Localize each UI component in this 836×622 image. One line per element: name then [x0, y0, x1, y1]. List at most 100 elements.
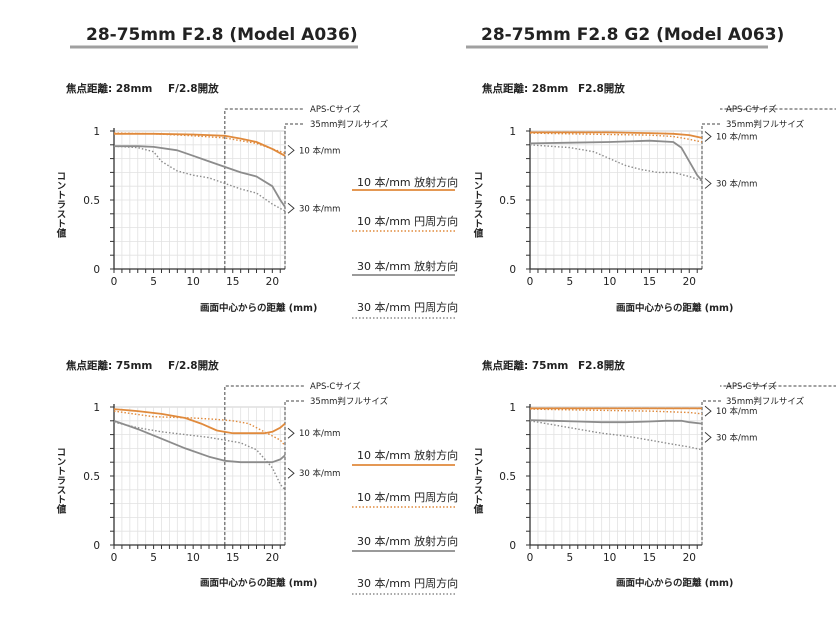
full-frame-label: 35mm判フルサイズ: [726, 396, 805, 407]
aps-c-label: APS-Cサイズ: [310, 381, 361, 392]
legend-item-label: 30 本/mm 円周方向: [357, 576, 458, 590]
x-tick-label: 15: [226, 276, 239, 288]
y-axis-label: コントラスト値: [472, 171, 485, 238]
legend-item-label: 10 本/mm 放射方向: [357, 448, 458, 462]
y-tick-label: 0.5: [499, 195, 516, 207]
series-line: [113, 410, 286, 447]
annotation-bracket: [287, 467, 295, 479]
x-tick-label: 5: [150, 276, 157, 288]
chart-subtitle: F/2.8開放: [168, 359, 219, 372]
annotation-label: 10 本/mm: [716, 406, 757, 417]
annotation-label: 30 本/mm: [299, 203, 340, 214]
series-line: [113, 145, 286, 212]
legend-item-label: 30 本/mm 放射方向: [357, 534, 458, 548]
series-line: [529, 132, 703, 143]
y-tick-label: 1: [93, 126, 100, 138]
chart-title: 焦点距離: 28mm: [65, 82, 152, 95]
legend: 10 本/mm 放射方向 10 本/mm 円周方向 30 本/mm 放射方向 3…: [352, 175, 458, 595]
aps-c-label: APS-Cサイズ: [726, 381, 777, 392]
annotation-label: 10 本/mm: [299, 428, 340, 439]
y-axis-label: コントラスト値: [472, 447, 485, 514]
annotation-bracket: [287, 427, 295, 439]
x-tick-label: 0: [111, 552, 118, 564]
x-tick-label: 0: [527, 276, 534, 288]
y-tick-label: 0: [93, 540, 100, 552]
x-tick-label: 5: [566, 552, 573, 564]
y-tick-label: 0.5: [83, 195, 100, 207]
x-axis-label: 画面中心からの距離 (mm): [200, 577, 317, 589]
series-line: [529, 419, 703, 425]
x-axis-label: 画面中心からの距離 (mm): [616, 302, 733, 314]
x-tick-label: 5: [566, 276, 573, 288]
legend-item-label: 30 本/mm 放射方向: [357, 259, 458, 273]
legend-item-label: 10 本/mm 円周方向: [357, 490, 458, 504]
annotation-bracket: [704, 131, 712, 142]
x-tick-label: 0: [111, 276, 118, 288]
header-right-title: 28-75mm F2.8 G2 (Model A063): [481, 25, 784, 45]
series-line: [113, 408, 286, 435]
legend-item-label: 10 本/mm 円周方向: [357, 214, 458, 228]
x-tick-label: 20: [266, 276, 279, 288]
x-axis-label: 画面中心からの距離 (mm): [200, 302, 317, 314]
aps-c-label: APS-Cサイズ: [310, 104, 361, 115]
y-tick-label: 0: [509, 540, 516, 552]
series-line: [530, 131, 703, 139]
x-tick-label: 20: [266, 552, 279, 564]
annotation-bracket: [287, 144, 295, 156]
full-frame-boundary: [284, 123, 305, 269]
x-tick-label: 10: [186, 552, 199, 564]
x-tick-label: 5: [150, 552, 157, 564]
x-tick-label: 10: [603, 276, 616, 288]
y-tick-label: 1: [509, 126, 516, 138]
aps-c-label: APS-Cサイズ: [726, 104, 777, 115]
full-frame-boundary: [701, 400, 721, 545]
series-line: [113, 419, 286, 464]
chart-title: 焦点距離: 75mm: [481, 359, 568, 372]
series-line: [529, 139, 703, 182]
annotation-bracket: [287, 202, 295, 214]
y-tick-label: 1: [93, 402, 100, 414]
annotation-bracket: [704, 178, 712, 189]
x-tick-label: 10: [603, 552, 616, 564]
y-tick-label: 0.5: [499, 471, 516, 483]
annotation-bracket: [704, 405, 712, 417]
aps-c-boundary: [224, 108, 304, 269]
full-frame-boundary: [284, 400, 305, 545]
header-left-title: 28-75mm F2.8 (Model A036): [86, 25, 358, 45]
annotation-label: 30 本/mm: [299, 468, 340, 479]
y-axis-label: コントラスト値: [55, 447, 68, 514]
x-axis-label: 画面中心からの距離 (mm): [616, 577, 733, 589]
series-line: [529, 144, 703, 182]
y-tick-label: 1: [509, 402, 516, 414]
x-tick-label: 15: [643, 276, 656, 288]
series-line: [529, 420, 703, 451]
y-tick-label: 0: [509, 264, 516, 276]
legend-item-label: 10 本/mm 放射方向: [357, 175, 458, 189]
annotation-label: 30 本/mm: [716, 432, 757, 443]
chart-subtitle: F/2.8開放: [168, 82, 219, 95]
full-frame-label: 35mm判フルサイズ: [726, 119, 805, 130]
x-tick-label: 20: [683, 552, 696, 564]
chart-subtitle: F2.8開放: [578, 82, 625, 95]
legend-item-label: 30 本/mm 円周方向: [357, 300, 458, 314]
x-tick-label: 15: [643, 552, 656, 564]
aps-c-boundary: [224, 385, 304, 545]
annotation-label: 10 本/mm: [716, 132, 757, 143]
series-line: [113, 132, 286, 154]
series-line: [113, 421, 286, 491]
chart-title: 焦点距離: 75mm: [65, 359, 152, 372]
x-tick-label: 20: [683, 276, 696, 288]
series-line: [529, 408, 703, 415]
annotation-label: 10 本/mm: [299, 145, 340, 156]
y-tick-label: 0: [93, 264, 100, 276]
y-axis-label: コントラスト値: [55, 171, 68, 238]
full-frame-label: 35mm判フルサイズ: [310, 396, 389, 407]
x-tick-label: 10: [186, 276, 199, 288]
annotation-bracket: [704, 432, 712, 443]
